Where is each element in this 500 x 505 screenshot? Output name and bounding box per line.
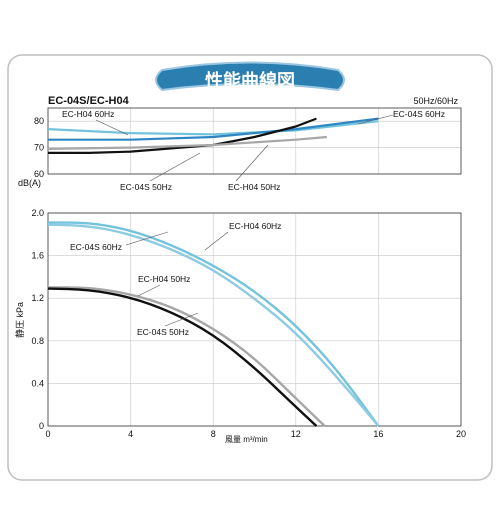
bottom-series-label: EC-H04 50Hz bbox=[138, 274, 190, 284]
bottom-y-tick-label: 0 bbox=[39, 421, 44, 431]
top-series-label: EC-H04 50Hz bbox=[228, 182, 280, 192]
top-y-tick-label: 60 bbox=[34, 169, 44, 179]
outer-frame bbox=[7, 54, 493, 481]
bottom-series-group bbox=[47, 221, 380, 427]
bottom-series-line bbox=[47, 223, 380, 427]
bottom-x-tick-label: 4 bbox=[128, 429, 133, 439]
frequency-note: 50Hz/60Hz bbox=[413, 96, 458, 106]
bottom-series-leader-line bbox=[137, 284, 161, 297]
bottom-y-tick-label: 1.6 bbox=[31, 251, 44, 261]
top-series-line bbox=[47, 135, 327, 150]
top-series-label: EC-H04 60Hz bbox=[62, 109, 114, 119]
top-series-label: EC-04S 50Hz bbox=[120, 182, 172, 192]
banner-shape bbox=[155, 61, 345, 92]
top-y-tick-label: 80 bbox=[34, 116, 44, 126]
top-y-tick-labels: 80 70 60 bbox=[34, 116, 44, 179]
top-series-leader-line bbox=[149, 152, 201, 182]
bottom-y-tick-label: 0.8 bbox=[31, 336, 44, 346]
chart-title: EC-04S/EC-H04 bbox=[48, 95, 130, 107]
bottom-series-label: EC-H04 60Hz bbox=[229, 221, 281, 231]
bottom-label-group: EC-H04 60Hz EC-04S 60Hz EC-H04 50Hz EC-04S … bbox=[70, 221, 281, 337]
bottom-series-label: EC-04S 50Hz bbox=[137, 327, 189, 337]
bottom-series-leader-line bbox=[164, 312, 199, 327]
bottom-series-label: EC-04S 60Hz bbox=[70, 242, 122, 252]
top-series-leader-line bbox=[95, 119, 129, 136]
bottom-y-tick-label: 0.4 bbox=[31, 378, 44, 388]
top-plot-border bbox=[47, 107, 462, 175]
bottom-x-tick-label: 12 bbox=[291, 429, 301, 439]
bottom-x-tick-labels: 0 4 8 12 16 20 bbox=[45, 429, 466, 439]
bottom-plot-border bbox=[47, 212, 462, 427]
bottom-series-leader-line bbox=[125, 231, 169, 246]
bottom-series-line bbox=[48, 221, 380, 427]
bottom-x-tick-label: 0 bbox=[45, 429, 50, 439]
top-series-leader-line bbox=[235, 144, 269, 182]
top-series-group bbox=[47, 117, 379, 154]
top-series-line bbox=[48, 117, 379, 141]
top-series-label: EC-04S 60Hz bbox=[393, 109, 445, 119]
bottom-x-tick-label: 16 bbox=[373, 429, 383, 439]
top-series-leader-line bbox=[357, 114, 394, 125]
top-series-line bbox=[47, 120, 379, 136]
banner-title: 性能曲線図 bbox=[205, 70, 295, 91]
top-y-tick-label: 70 bbox=[34, 143, 44, 153]
bottom-y-tick-label: 2.0 bbox=[31, 208, 44, 218]
bottom-series-leader-line bbox=[204, 231, 229, 251]
bottom-x-tick-label: 8 bbox=[211, 429, 216, 439]
bottom-x-axis-label: 風量 m³/min bbox=[225, 435, 268, 444]
top-label-group: EC-H04 60Hz EC-04S 60Hz EC-04S 50Hz EC-H04 … bbox=[62, 109, 445, 192]
bottom-y-tick-labels: 2.0 1.6 1.2 0.8 0.4 0 bbox=[31, 208, 44, 431]
bottom-y-tick-label: 1.2 bbox=[31, 293, 44, 303]
bottom-series-line bbox=[47, 287, 318, 427]
bottom-x-tick-label: 20 bbox=[456, 429, 466, 439]
bottom-y-axis-label: 静圧 kPa bbox=[14, 302, 25, 338]
bottom-series-line bbox=[48, 286, 326, 427]
top-y-axis-label: dB(A) bbox=[18, 178, 41, 188]
